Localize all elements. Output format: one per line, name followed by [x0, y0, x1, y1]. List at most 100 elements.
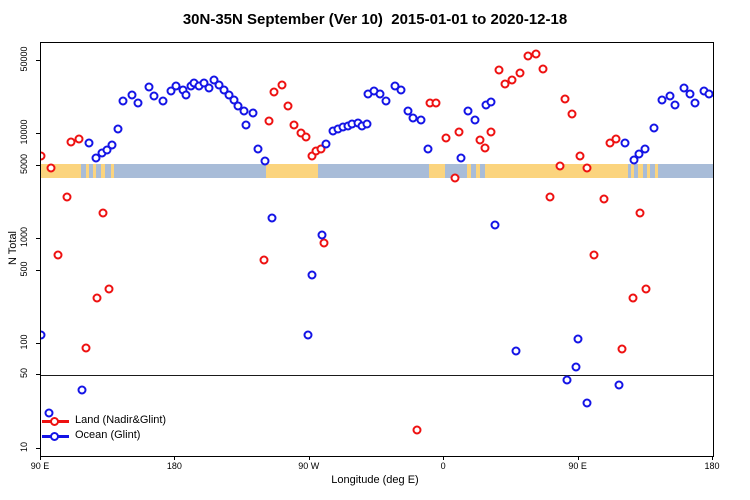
map-band-land-segment [654, 163, 658, 179]
data-point [555, 161, 565, 171]
data-point [515, 68, 525, 78]
legend-label-land: Land (Nadir&Glint) [75, 414, 167, 426]
map-band-land-segment [630, 163, 634, 179]
x-tick [577, 456, 579, 460]
data-point [571, 362, 581, 372]
data-point [523, 51, 533, 61]
data-point [307, 270, 317, 280]
data-point [704, 89, 713, 99]
data-point [665, 91, 675, 101]
legend-marker-ocean-icon [50, 432, 59, 441]
map-band-land-segment [647, 163, 651, 179]
data-point [456, 153, 466, 163]
data-point [423, 144, 433, 154]
data-point [545, 192, 555, 202]
data-point [127, 90, 137, 100]
data-point [317, 230, 327, 240]
x-tick [712, 456, 713, 460]
data-point [248, 108, 258, 118]
data-point [84, 138, 94, 148]
x-tick [40, 456, 41, 460]
data-point [277, 80, 287, 90]
data-point [260, 156, 270, 166]
data-point [441, 133, 451, 143]
data-point [149, 91, 159, 101]
data-point [575, 151, 585, 161]
data-point [560, 94, 570, 104]
x-axis-label: Longitude (deg E) [331, 474, 419, 486]
x-tick-label: 0 [440, 461, 446, 471]
data-point [480, 143, 490, 153]
data-point [98, 208, 108, 218]
data-point [486, 127, 496, 137]
data-point [107, 140, 117, 150]
data-point [214, 80, 224, 90]
y-tick-label: 500 [19, 260, 29, 277]
data-point [41, 330, 46, 340]
y-tick [36, 59, 40, 61]
data-point [657, 95, 667, 105]
data-point [582, 163, 592, 173]
y-tick [36, 133, 40, 135]
data-point [46, 163, 56, 173]
data-point [412, 425, 422, 435]
data-point [74, 134, 84, 144]
data-point [403, 106, 413, 116]
data-point [104, 284, 114, 294]
reference-line [41, 375, 713, 377]
data-point [375, 89, 385, 99]
data-point [538, 64, 548, 74]
x-tick-label: 90 E [568, 461, 587, 471]
data-point [362, 119, 372, 129]
data-point [589, 250, 599, 260]
data-point [269, 87, 279, 97]
data-point [670, 100, 680, 110]
data-point [396, 85, 406, 95]
data-point [454, 127, 464, 137]
data-point [204, 83, 214, 93]
data-point [562, 375, 572, 385]
data-point [133, 98, 143, 108]
x-tick-label: 180 [704, 461, 720, 471]
data-point [611, 134, 621, 144]
data-point [690, 98, 700, 108]
data-point [77, 385, 87, 395]
data-point [640, 144, 650, 154]
data-point [158, 96, 168, 106]
y-tick [36, 447, 40, 449]
map-band-land-segment [466, 163, 472, 179]
y-tick-label: 10 [19, 441, 29, 452]
data-point [316, 144, 326, 154]
data-point [531, 49, 541, 59]
data-point [507, 75, 517, 85]
map-band-land-segment [111, 163, 115, 179]
data-point [641, 284, 651, 294]
map-band-land-segment [266, 163, 318, 179]
data-point [500, 79, 510, 89]
map-band-land-segment [100, 163, 106, 179]
x-tick-label: 180 [166, 461, 182, 471]
data-point [486, 97, 496, 107]
data-point [181, 90, 191, 100]
legend-label-ocean: Ocean (Glint) [75, 429, 141, 441]
data-point [617, 344, 627, 354]
data-point [321, 139, 331, 149]
data-point [113, 124, 123, 134]
data-point [118, 96, 128, 106]
data-point [44, 408, 54, 418]
y-tick [36, 269, 40, 271]
data-point [283, 101, 293, 111]
data-point [289, 120, 299, 130]
data-point [450, 173, 460, 183]
data-point [408, 113, 418, 123]
data-point [582, 398, 592, 408]
data-point [620, 138, 630, 148]
data-point [490, 220, 500, 230]
data-point [81, 343, 91, 353]
data-point [475, 135, 485, 145]
map-band-land-segment [85, 163, 89, 179]
data-point [224, 90, 234, 100]
data-point [635, 208, 645, 218]
data-point [301, 132, 311, 142]
